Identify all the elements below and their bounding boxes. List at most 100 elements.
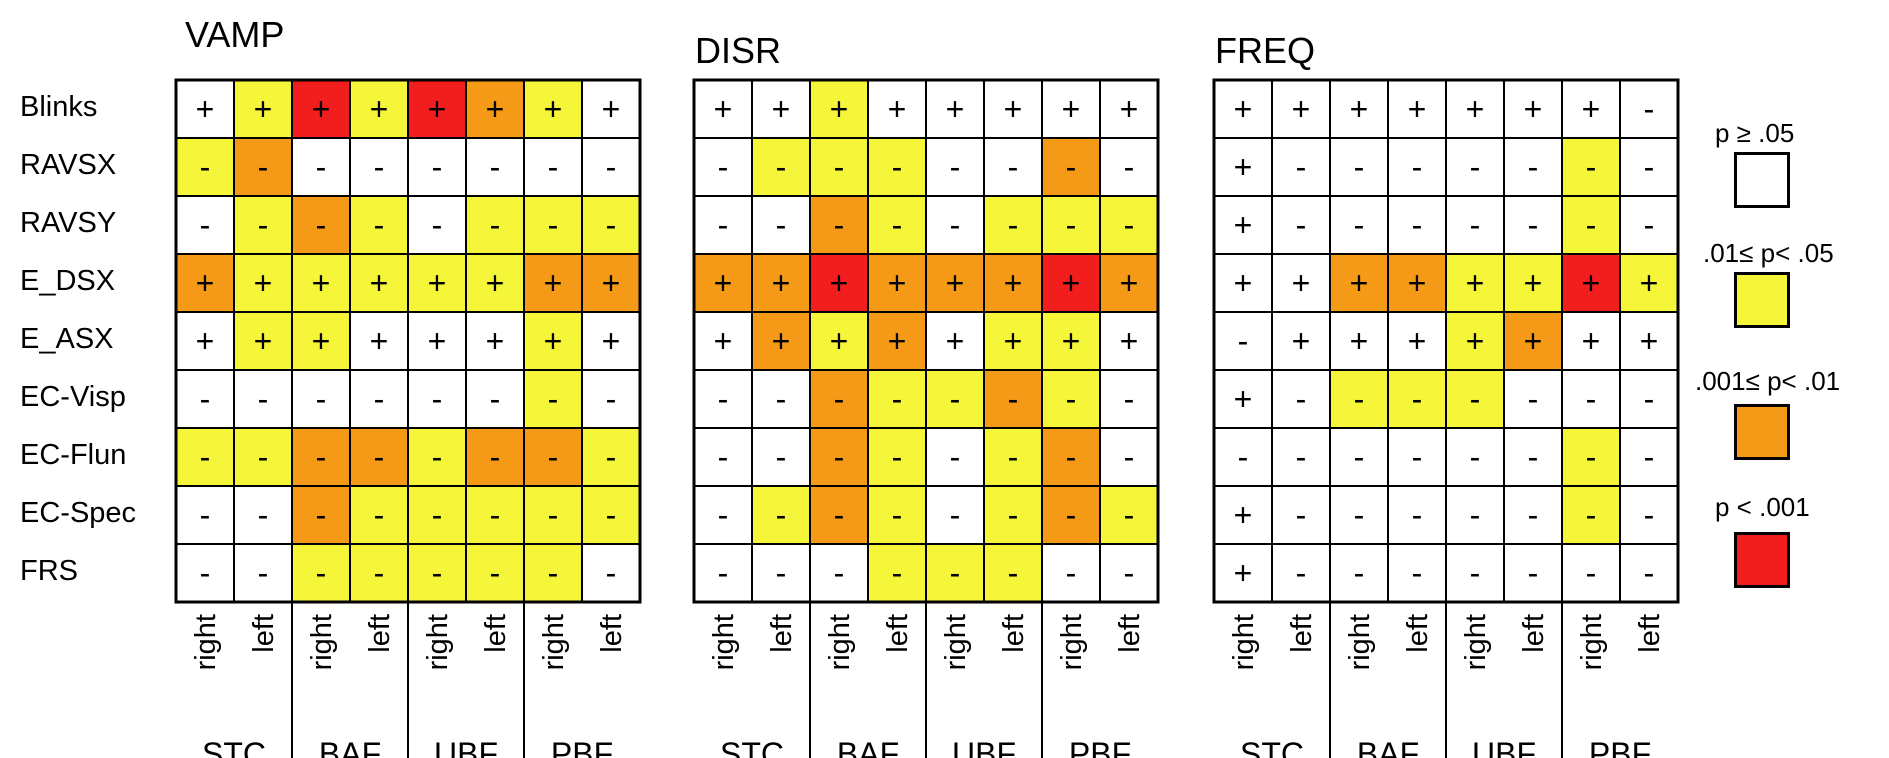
cell-sign: + xyxy=(1582,323,1601,359)
cell-sign: - xyxy=(490,207,501,243)
cell-sign: + xyxy=(714,91,733,127)
cell-sign: - xyxy=(1528,381,1539,417)
heatmap-cell xyxy=(1041,253,1101,313)
cell-sign: + xyxy=(544,91,563,127)
heatmap-cell xyxy=(233,543,293,603)
cell-sign: - xyxy=(490,439,501,475)
cell-sign: - xyxy=(1124,381,1135,417)
cell-sign: + xyxy=(1350,265,1369,301)
heatmap-cell xyxy=(1041,427,1101,487)
column-label: left xyxy=(1634,614,1666,653)
row-label-blinks: Blinks xyxy=(20,91,98,123)
cell-sign: - xyxy=(834,207,845,243)
cell-sign: - xyxy=(1238,439,1249,475)
cell-sign: - xyxy=(892,149,903,185)
cell-sign: + xyxy=(1582,265,1601,301)
cell-sign: - xyxy=(950,439,961,475)
cell-sign: - xyxy=(834,497,845,533)
heatmap-cell xyxy=(1387,485,1447,545)
column-label: left xyxy=(248,614,280,653)
heatmap-cell xyxy=(1503,137,1563,197)
heatmap-cell xyxy=(1041,137,1101,197)
cell-sign: - xyxy=(1354,497,1365,533)
cell-sign: + xyxy=(830,265,849,301)
heatmap-cell xyxy=(1503,253,1563,313)
cell-sign: + xyxy=(772,265,791,301)
cell-sign: + xyxy=(1062,91,1081,127)
column-label: left xyxy=(1518,614,1550,653)
column-label: left xyxy=(1286,614,1318,653)
heatmap-cell xyxy=(465,195,525,255)
cell-sign: - xyxy=(834,381,845,417)
heatmap-cell xyxy=(1099,369,1159,429)
cell-sign: + xyxy=(254,265,273,301)
group-label: PBF xyxy=(1069,736,1131,758)
heatmap-cell xyxy=(751,427,811,487)
cell-sign: - xyxy=(316,381,327,417)
cell-sign: - xyxy=(1644,149,1655,185)
cell-sign: - xyxy=(374,207,385,243)
cell-sign: - xyxy=(1470,207,1481,243)
cell-sign: + xyxy=(1234,149,1253,185)
cell-sign: + xyxy=(888,91,907,127)
heatmap-cell xyxy=(983,427,1043,487)
cell-sign: - xyxy=(1644,555,1655,591)
column-label: left xyxy=(480,614,512,653)
panel-title-disr: DISR xyxy=(695,30,782,71)
group-label: UBF xyxy=(952,736,1016,758)
heatmap-cell xyxy=(1619,369,1679,429)
cell-sign: + xyxy=(1004,91,1023,127)
column-label: right xyxy=(824,614,856,670)
cell-sign: - xyxy=(200,439,211,475)
cell-sign: - xyxy=(1412,555,1423,591)
cell-sign: - xyxy=(548,497,559,533)
heatmap-cell xyxy=(1619,137,1679,197)
heatmap-cell xyxy=(1213,137,1273,197)
heatmap-cell xyxy=(1561,137,1621,197)
cell-sign: - xyxy=(776,381,787,417)
cell-sign: + xyxy=(1408,265,1427,301)
heatmap-cell xyxy=(751,369,811,429)
cell-sign: - xyxy=(1644,91,1655,127)
cell-sign: - xyxy=(1470,497,1481,533)
cell-sign: - xyxy=(1412,149,1423,185)
cell-sign: - xyxy=(1296,207,1307,243)
cell-sign: - xyxy=(1354,207,1365,243)
cell-sign: + xyxy=(254,323,273,359)
cell-sign: - xyxy=(490,381,501,417)
cell-sign: - xyxy=(1296,439,1307,475)
cell-sign: + xyxy=(602,91,621,127)
group-label: BAF xyxy=(837,736,899,758)
cell-sign: + xyxy=(1120,323,1139,359)
legend-label-p001: p < .001 xyxy=(1715,492,1810,522)
heatmap-cell xyxy=(465,369,525,429)
cell-sign: - xyxy=(776,439,787,475)
heatmap-cell xyxy=(751,543,811,603)
heatmap-cell xyxy=(809,311,869,371)
heatmap-cell xyxy=(925,253,985,313)
cell-sign: + xyxy=(1582,91,1601,127)
cell-sign: - xyxy=(548,381,559,417)
heatmap-cell xyxy=(581,137,641,197)
row-label-frs: FRS xyxy=(20,555,78,587)
cell-sign: + xyxy=(714,323,733,359)
cell-sign: - xyxy=(1528,207,1539,243)
cell-sign: - xyxy=(834,149,845,185)
heatmap-cell xyxy=(1271,427,1331,487)
cell-sign: - xyxy=(1644,207,1655,243)
cell-sign: + xyxy=(1466,91,1485,127)
cell-sign: - xyxy=(892,381,903,417)
row-label-ec-visp: EC-Visp xyxy=(20,381,126,413)
column-label: left xyxy=(1402,614,1434,653)
cell-sign: - xyxy=(374,497,385,533)
cell-sign: + xyxy=(312,265,331,301)
heatmap-cell xyxy=(1387,311,1447,371)
cell-sign: - xyxy=(1066,207,1077,243)
cell-sign: + xyxy=(428,323,447,359)
cell-sign: - xyxy=(316,149,327,185)
heatmap-cell xyxy=(407,427,467,487)
cell-sign: + xyxy=(544,323,563,359)
heatmap-cell xyxy=(291,427,351,487)
group-label: UBF xyxy=(1472,736,1536,758)
cell-sign: + xyxy=(196,265,215,301)
